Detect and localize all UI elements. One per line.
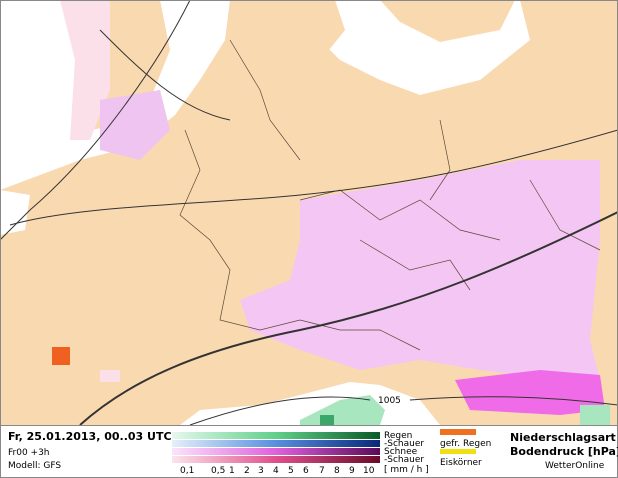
scale-label: 3	[258, 466, 264, 476]
scale-label: 4	[273, 466, 279, 476]
legend-special: gefr. Regen	[440, 439, 491, 449]
brand: WetterOnline	[545, 461, 605, 471]
legend-special: Eiskörner	[440, 458, 482, 468]
legend: Fr, 25.01.2013, 00..03 UTC Fr00 +3h Mode…	[8, 429, 618, 476]
legend-type: Schnee	[384, 447, 418, 457]
date: Fr, 25.01.2013, 00..03 UTC	[8, 430, 172, 443]
legend-type: -Schauer	[384, 455, 424, 465]
legend-type: Regen	[384, 431, 412, 441]
legend-type: -Schauer	[384, 439, 424, 449]
unit: [ mm / h ]	[384, 465, 429, 475]
scale-label: 9	[349, 466, 355, 476]
title: Niederschlagsart	[510, 431, 616, 444]
scale-label: 6	[303, 466, 309, 476]
scale-label: 0,1	[180, 466, 194, 476]
scale-label: 5	[288, 466, 294, 476]
scale-label: 2	[244, 466, 250, 476]
scale-label: 7	[319, 466, 325, 476]
run: Fr00 +3h	[8, 448, 50, 458]
scale-label: 8	[334, 466, 340, 476]
model: Modell: GFS	[8, 461, 61, 471]
subtitle: Bodendruck [hPa]	[510, 445, 618, 458]
scale-label: 0,5	[211, 466, 225, 476]
scale-label: 1	[229, 466, 235, 476]
scale-label: 10	[363, 466, 375, 476]
scale-labels: 0,1 0,5 1 2 3 4 5 6 7 8 9 10	[180, 466, 375, 476]
map: 1005	[0, 0, 618, 426]
isobar-label: 1005	[378, 396, 401, 406]
